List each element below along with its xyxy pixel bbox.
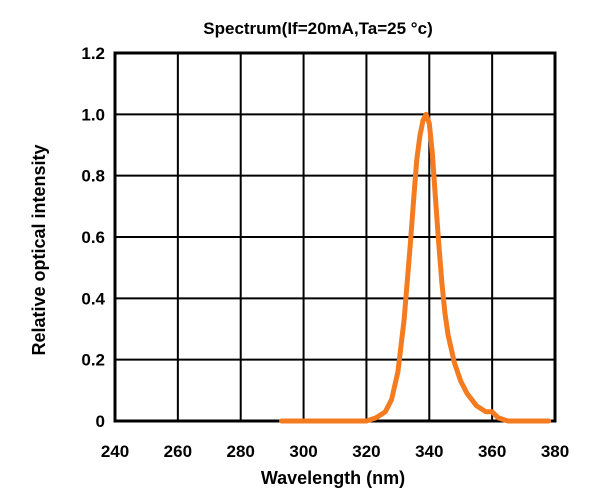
y-tick-label: 0.2 [81,351,105,370]
y-axis-ticks: 0 0.2 0.4 0.6 0.8 1.0 1.2 [81,44,105,431]
x-tick-label: 360 [478,442,506,461]
chart-title: Spectrum(If=20mA,Ta=25 °c) [203,19,432,38]
x-tick-label: 380 [541,442,569,461]
x-tick-label: 300 [289,442,317,461]
x-tick-label: 320 [352,442,380,461]
x-tick-label: 340 [415,442,443,461]
y-axis-label: Relative optical intensity [29,144,49,355]
series-layer [279,111,552,424]
y-tick-label: 1.2 [81,44,105,63]
y-tick-label: 1.0 [81,105,105,124]
grid [113,51,557,423]
x-axis-ticks: 240 260 280 300 320 340 360 380 [101,442,569,461]
spectrum-curve [279,111,552,424]
x-tick-label: 240 [101,442,129,461]
y-tick-label: 0.4 [81,289,105,308]
y-tick-label: 0.8 [81,167,105,186]
x-axis-label: Wavelength (nm) [261,468,405,488]
x-tick-label: 280 [227,442,255,461]
x-tick-label: 260 [164,442,192,461]
y-tick-label: 0.6 [81,228,105,247]
y-tick-label: 0 [96,412,105,431]
